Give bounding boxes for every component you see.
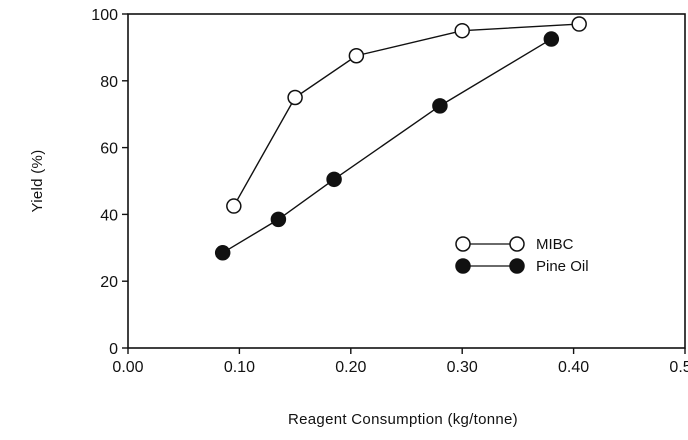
mibc-line: [233, 23, 580, 207]
y-tick-label: 100: [91, 7, 118, 24]
x-tick-label: 0.00: [112, 359, 143, 376]
y-tick-label: 60: [100, 141, 118, 158]
ticks: 0.00 0.10 0.20 0.30 0.40 0.50 0 20 40 60 80 100: [91, 7, 688, 376]
pine-oil-point: [543, 31, 560, 47]
legend-marker: [509, 258, 525, 274]
x-tick-label: 0.30: [447, 359, 478, 376]
x-tick-label: 0.20: [335, 359, 366, 376]
y-tick-label: 40: [100, 207, 118, 224]
legend-item-mibc: MIBC: [455, 236, 574, 253]
y-tick-label: 20: [100, 274, 118, 291]
pine-oil-point: [214, 245, 231, 261]
y-axis-title: Yield (%): [29, 150, 46, 213]
series-layer: [214, 16, 587, 261]
pine-oil-point: [270, 211, 287, 228]
pine-oil-point: [326, 171, 342, 188]
y-tick-label: 80: [100, 74, 118, 91]
legend-label: Pine Oil: [536, 258, 589, 275]
mibc-point: [454, 22, 470, 39]
legend-label: MIBC: [536, 236, 574, 253]
mibc-point: [287, 89, 303, 106]
mibc-point: [348, 48, 365, 64]
legend-marker: [509, 236, 525, 252]
x-axis-title: Reagent Consumption (kg/tonne): [288, 411, 518, 428]
legend-marker: [455, 236, 471, 252]
x-tick-label: 0.40: [558, 359, 589, 376]
y-tick-label: 0: [109, 341, 118, 358]
legend: MIBC Pine Oil: [455, 236, 589, 275]
x-tick-label: 0.50: [669, 359, 688, 376]
x-tick-label: 0.10: [224, 359, 255, 376]
legend-item-pine-oil: Pine Oil: [455, 258, 589, 275]
mibc-point: [571, 16, 587, 32]
mibc-point: [226, 198, 242, 214]
pine-oil-point: [432, 98, 448, 114]
legend-marker: [455, 258, 471, 274]
plot-frame: [127, 13, 686, 349]
